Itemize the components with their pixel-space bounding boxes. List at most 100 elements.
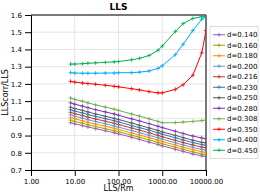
- series: [69, 96, 206, 125]
- marker: [173, 29, 177, 33]
- legend-marker: [217, 117, 221, 121]
- marker: [156, 124, 160, 128]
- legend-marker: [217, 148, 221, 152]
- marker: [94, 112, 98, 116]
- line: [71, 17, 206, 73]
- marker: [130, 117, 134, 121]
- series: [69, 108, 206, 148]
- tick-label: 1.3: [11, 63, 22, 71]
- marker: [86, 82, 90, 86]
- tick-label: 1.6: [11, 12, 23, 20]
- tick-mark: [25, 101, 31, 102]
- marker: [117, 60, 121, 64]
- marker: [86, 106, 90, 110]
- grid-line: [31, 101, 206, 102]
- marker: [103, 71, 107, 75]
- legend: d=0.140d=0.160d=0.180d=0.200d=0.216d=0.2…: [210, 27, 258, 159]
- marker: [86, 61, 90, 65]
- marker: [69, 96, 73, 100]
- grid-line: [31, 83, 206, 84]
- grid-line: [31, 15, 206, 16]
- series: [69, 121, 206, 159]
- marker: [94, 61, 98, 65]
- marker: [156, 119, 160, 123]
- chart: 1.0010.00100.001000.0010000.000.70.80.91…: [0, 0, 260, 194]
- tick-mark: [25, 32, 31, 33]
- tick-label: 10.00: [65, 178, 85, 186]
- legend-item: d=0.450: [213, 147, 257, 155]
- title: LLS: [110, 2, 128, 12]
- legend-label: d=0.350: [227, 126, 257, 134]
- tick-label: 1.0: [11, 115, 22, 123]
- series: [69, 15, 206, 66]
- marker: [160, 44, 164, 48]
- frame: [31, 15, 206, 16]
- tick-mark: [75, 170, 76, 176]
- marker: [204, 137, 206, 141]
- legend-marker: [217, 106, 221, 110]
- marker: [112, 60, 116, 64]
- marker: [117, 118, 121, 122]
- legend-item: d=0.160: [213, 42, 257, 50]
- grid-line: [31, 15, 32, 170]
- line: [71, 107, 206, 143]
- marker: [73, 102, 77, 106]
- legend-marker: [217, 138, 221, 142]
- marker: [147, 117, 151, 121]
- marker: [103, 110, 107, 114]
- grid: [31, 15, 206, 170]
- series: [69, 110, 206, 149]
- tick-mark: [25, 67, 31, 68]
- marker: [94, 71, 98, 75]
- tick-label: 1.2: [11, 81, 22, 89]
- marker: [69, 101, 73, 105]
- marker: [117, 108, 121, 112]
- marker: [112, 71, 116, 75]
- marker: [137, 123, 141, 127]
- tick-mark: [119, 170, 120, 176]
- tick-label: 1.1: [11, 98, 22, 106]
- line: [71, 110, 206, 146]
- tick: 1.6: [11, 12, 31, 20]
- marker: [69, 71, 73, 75]
- series: [69, 105, 206, 145]
- line: [71, 117, 206, 152]
- legend-marker: [217, 75, 221, 79]
- legend-marker: [217, 85, 221, 89]
- marker: [137, 88, 141, 92]
- marker: [181, 42, 185, 46]
- tick-label: 1.00: [24, 178, 40, 186]
- marker: [156, 128, 160, 132]
- marker: [86, 110, 90, 114]
- line: [71, 123, 206, 157]
- legend-label: d=0.400: [227, 136, 257, 144]
- x-axis-title: LLS/Rm: [103, 184, 133, 193]
- marker: [173, 121, 177, 125]
- legend-item: d=0.308: [213, 115, 257, 123]
- marker: [130, 121, 134, 125]
- marker: [103, 60, 107, 64]
- marker: [112, 112, 116, 116]
- tick: 10000.00: [190, 170, 223, 186]
- marker: [181, 136, 185, 140]
- marker: [112, 107, 116, 111]
- marker: [160, 121, 164, 125]
- marker: [173, 129, 177, 133]
- marker: [173, 53, 177, 57]
- tick-label: 1.5: [11, 29, 22, 37]
- marker: [181, 83, 185, 87]
- marker: [130, 58, 134, 62]
- y-axis: 0.70.80.91.01.11.21.31.41.51.6: [11, 12, 32, 175]
- legend-marker: [217, 96, 221, 100]
- grid-line: [118, 15, 119, 170]
- axis-line: [31, 16, 32, 171]
- marker: [80, 104, 84, 108]
- line: [71, 103, 206, 139]
- tick-mark: [25, 136, 31, 137]
- legend-item: d=0.216: [213, 73, 258, 81]
- marker: [191, 119, 195, 123]
- tick-label: 0.8: [11, 150, 22, 158]
- tick: 1.5: [11, 29, 31, 37]
- tick: 0.9: [11, 132, 31, 140]
- marker: [94, 103, 98, 107]
